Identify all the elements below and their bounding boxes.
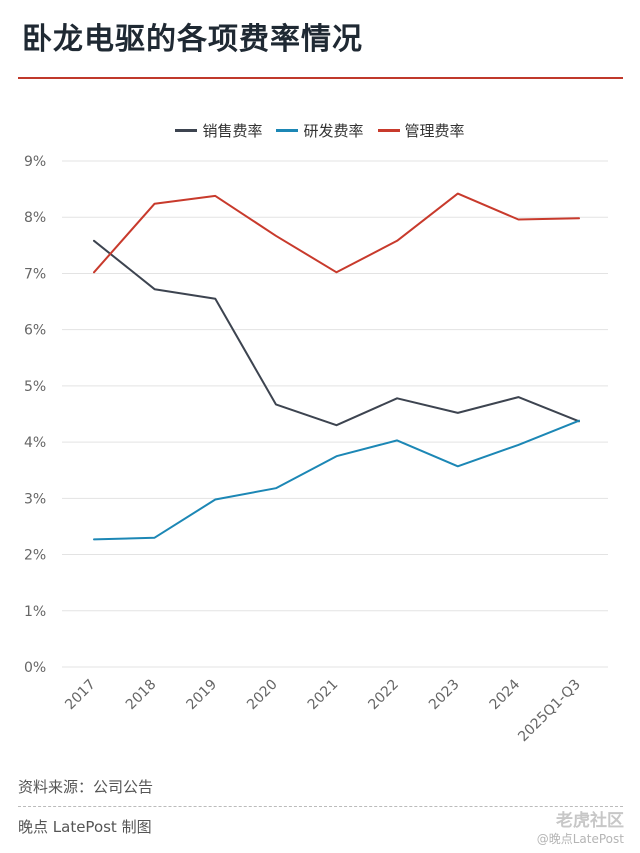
y-tick-label: 5% — [24, 379, 46, 395]
y-tick-label: 4% — [24, 435, 46, 451]
x-tick-label: 2025Q1-Q3 — [515, 677, 584, 746]
x-tick-label: 2023 — [426, 677, 463, 714]
y-tick-label: 9% — [24, 154, 46, 170]
x-tick-label: 2018 — [123, 677, 160, 714]
x-tick-label: 2024 — [487, 676, 524, 713]
credit-note: 晚点 LatePost 制图 — [18, 818, 152, 836]
title-divider — [18, 77, 623, 79]
legend-item-sales: 销售费率 — [175, 120, 262, 141]
legend-label-rd: 研发费率 — [303, 122, 364, 140]
line-chart: 0% 1% 2% 3% 4% 5% 6% 7% 8% 9% 2017 2018 2019 2020 2021… — [24, 154, 608, 746]
x-tick-label: 2020 — [244, 677, 281, 714]
x-tick-label: 2017 — [62, 677, 99, 714]
legend: 销售费率 研发费率 管理费率 — [0, 120, 640, 141]
legend-label-admin: 管理费率 — [404, 122, 465, 140]
watermark-brand: 老虎社区 — [556, 811, 624, 831]
series-line-rd — [93, 419, 580, 541]
legend-label-sales: 销售费率 — [202, 122, 263, 140]
y-tick-label: 6% — [24, 323, 46, 339]
y-tick-label: 2% — [24, 548, 46, 564]
series-line-admin — [93, 192, 580, 274]
legend-swatch-sales — [175, 129, 198, 132]
x-tick-label: 2021 — [305, 677, 342, 714]
legend-swatch-rd — [276, 129, 299, 132]
x-tick-label: 2019 — [184, 677, 221, 714]
x-tick-label: 2022 — [365, 677, 402, 714]
chart-title: 卧龙电驱的各项费率情况 — [22, 22, 363, 57]
y-tick-label: 3% — [24, 491, 46, 507]
y-tick-label: 8% — [24, 210, 46, 226]
legend-swatch-admin — [377, 129, 400, 132]
legend-item-admin: 管理费率 — [377, 120, 465, 141]
y-tick-label: 0% — [24, 660, 46, 676]
series-line-sales — [93, 239, 580, 427]
watermark-user: @晚点LatePost — [536, 832, 624, 846]
footer-divider — [18, 806, 623, 807]
legend-item-rd: 研发费率 — [276, 120, 364, 141]
y-tick-label: 1% — [24, 604, 46, 620]
y-tick-label: 7% — [24, 266, 46, 282]
source-note: 资料来源：公司公告 — [18, 778, 154, 796]
